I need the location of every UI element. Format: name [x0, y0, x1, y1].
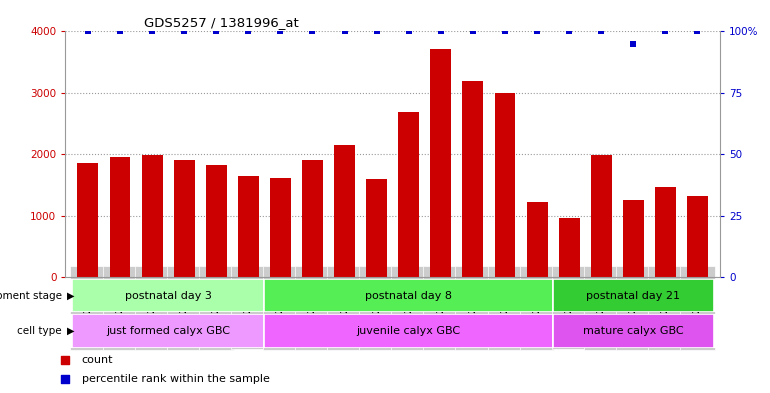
Point — [434, 28, 447, 35]
Point — [387, 277, 399, 283]
Point — [210, 28, 223, 35]
Bar — [655, 187, 676, 277]
Bar — [494, 93, 515, 277]
Point — [338, 28, 350, 35]
Point — [499, 28, 511, 35]
Text: ▶: ▶ — [67, 326, 75, 336]
Bar — [687, 196, 708, 277]
Text: ▶: ▶ — [67, 291, 75, 301]
Text: count: count — [82, 354, 113, 365]
Text: percentile rank within the sample: percentile rank within the sample — [82, 374, 270, 384]
Bar — [430, 49, 451, 277]
Point — [659, 28, 671, 35]
Bar — [72, 314, 264, 348]
Bar — [142, 156, 162, 277]
Point — [403, 28, 415, 35]
Bar — [238, 176, 259, 277]
Text: postnatal day 21: postnatal day 21 — [586, 291, 681, 301]
Bar — [553, 314, 714, 348]
Point — [387, 98, 399, 105]
Point — [595, 28, 608, 35]
Text: development stage: development stage — [0, 291, 62, 301]
Text: GDS5257 / 1381996_at: GDS5257 / 1381996_at — [144, 16, 299, 29]
Bar — [334, 145, 355, 277]
Point — [563, 28, 575, 35]
Point — [242, 28, 254, 35]
Point — [370, 28, 383, 35]
Bar — [264, 314, 553, 348]
Point — [627, 40, 639, 47]
Text: mature calyx GBC: mature calyx GBC — [583, 326, 684, 336]
Point — [531, 28, 543, 35]
Bar — [591, 156, 611, 277]
Bar — [527, 202, 547, 277]
Bar — [270, 178, 291, 277]
Point — [306, 28, 319, 35]
Bar — [623, 200, 644, 277]
Bar — [302, 160, 323, 277]
Text: postnatal day 3: postnatal day 3 — [125, 291, 212, 301]
Point — [146, 28, 159, 35]
Bar — [264, 279, 553, 312]
Point — [82, 28, 94, 35]
Bar — [398, 112, 419, 277]
Text: juvenile calyx GBC: juvenile calyx GBC — [357, 326, 460, 336]
Bar — [367, 179, 387, 277]
Text: cell type: cell type — [17, 326, 62, 336]
Bar — [109, 157, 130, 277]
Text: postnatal day 8: postnatal day 8 — [365, 291, 452, 301]
Text: just formed calyx GBC: just formed calyx GBC — [106, 326, 230, 336]
Bar — [206, 165, 226, 277]
Point — [274, 28, 286, 35]
Bar — [463, 81, 484, 277]
Bar — [78, 163, 99, 277]
Bar — [72, 279, 264, 312]
Point — [178, 28, 190, 35]
Bar — [559, 218, 580, 277]
Point — [114, 28, 126, 35]
Point — [467, 28, 479, 35]
Bar — [553, 279, 714, 312]
Point — [691, 28, 704, 35]
Bar — [174, 160, 195, 277]
